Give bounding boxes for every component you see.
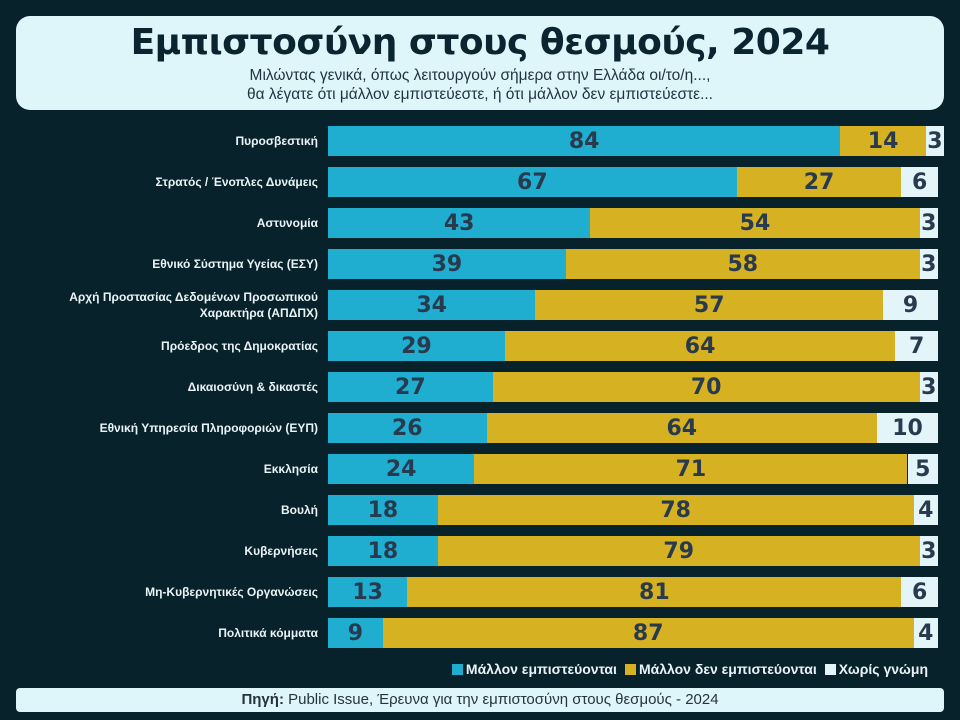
bar-segment-no-opinion: 3 [925, 126, 945, 156]
bar-segment-no-opinion: 3 [919, 249, 938, 279]
bar-segment-distrust: 64 [504, 331, 896, 361]
bar-segment-distrust: 87 [382, 618, 914, 648]
bar-segment-no-opinion: 3 [919, 536, 938, 566]
legend-label-no-opinion: Χωρίς γνώμη [838, 661, 928, 677]
legend: Μάλλον εμπιστεύονται Μάλλον δεν εμπιστεύ… [451, 661, 928, 677]
bar-segment-no-opinion: 4 [913, 495, 938, 525]
legend-swatch-no-opinion [824, 663, 836, 675]
bar-segment-distrust: 27 [736, 167, 902, 197]
category-label: Αρχή Προστασίας Δεδομένων Προσωπικού Χαρ… [69, 290, 318, 320]
category-label: Πρόεδρος της Δημοκρατίας [161, 339, 318, 353]
bar-segment-no-opinion: 6 [901, 167, 938, 197]
bar-segment-trust: 27 [328, 372, 493, 402]
category-label: Δικαιοσύνη & δικαστές [187, 380, 318, 394]
legend-item-distrust: Μάλλον δεν εμπιστεύονται [624, 661, 817, 677]
category-label: Μη-Κυβερνητικές Οργανώσεις [145, 585, 318, 599]
bar-segment-distrust: 70 [492, 372, 920, 402]
bar-segment-trust: 26 [328, 413, 487, 443]
bar-segment-trust: 24 [328, 454, 475, 484]
bar-segment-trust: 18 [328, 495, 438, 525]
bar-segment-no-opinion: 3 [919, 372, 938, 402]
category-label: Πολιτικά κόμματα [218, 626, 318, 640]
category-label: Εκκλησία [263, 462, 318, 476]
bar-segment-distrust: 79 [437, 536, 920, 566]
category-label: Αστυνομία [256, 216, 318, 230]
category-label: Βουλή [281, 503, 318, 517]
bar-segment-trust: 9 [328, 618, 383, 648]
bar-segment-no-opinion: 5 [907, 454, 938, 484]
category-label: Πυροσβεστική [235, 134, 318, 148]
bar-segment-trust: 39 [328, 249, 566, 279]
legend-item-no-opinion: Χωρίς γνώμη [824, 661, 928, 677]
category-label: Στρατός / Ένοπλες Δυνάμεις [155, 175, 319, 189]
bar-segment-distrust: 71 [474, 454, 908, 484]
legend-item-trust: Μάλλον εμπιστεύονται [451, 661, 617, 677]
bar-segment-distrust: 81 [407, 577, 902, 607]
category-label: Εθνική Υπηρεσία Πληροφοριών (ΕΥΠ) [99, 421, 318, 435]
bar-segment-trust: 13 [328, 577, 408, 607]
bar-segment-distrust: 78 [437, 495, 914, 525]
bar-segment-distrust: 54 [590, 208, 920, 238]
bar-segment-trust: 18 [328, 536, 438, 566]
category-label: Εθνικό Σύστημα Υγείας (ΕΣΥ) [152, 257, 318, 271]
bar-segment-distrust: 58 [565, 249, 920, 279]
source-footer: Πηγή: Public Issue, Έρευνα για την εμπισ… [16, 688, 944, 712]
bar-segment-distrust: 14 [840, 126, 926, 156]
bar-segment-trust: 43 [328, 208, 591, 238]
bar-segment-no-opinion: 7 [895, 331, 938, 361]
bar-segment-no-opinion: 10 [877, 413, 938, 443]
legend-swatch-distrust [624, 663, 636, 675]
bar-segment-no-opinion: 3 [919, 208, 938, 238]
source-label: Πηγή: [241, 691, 284, 708]
bar-segment-no-opinion: 6 [901, 577, 938, 607]
legend-label-trust: Μάλλον εμπιστεύονται [465, 661, 617, 677]
bar-segment-distrust: 57 [535, 290, 884, 320]
bar-segment-trust: 29 [328, 331, 505, 361]
bar-segment-trust: 34 [328, 290, 536, 320]
chart-subtitle-line-2: θα λέγατε ότι μάλλον εμπιστεύεστε, ή ότι… [247, 86, 713, 103]
bar-segment-no-opinion: 9 [883, 290, 938, 320]
bar-segment-trust: 84 [328, 126, 841, 156]
category-label: Κυβερνήσεις [244, 544, 318, 558]
source-text: Public Issue, Έρευνα για την εμπιστοσύνη… [283, 691, 719, 708]
bar-segment-trust: 67 [328, 167, 737, 197]
chart-subtitle-line-1: Μιλώντας γενικά, όπως λειτουργούν σήμερα… [249, 67, 711, 84]
bar-segment-distrust: 64 [486, 413, 877, 443]
legend-swatch-trust [451, 663, 463, 675]
bar-segment-no-opinion: 4 [913, 618, 938, 648]
legend-label-distrust: Μάλλον δεν εμπιστεύονται [638, 661, 817, 677]
chart-title: Εμπιστοσύνη στους θεσμούς, 2024 [130, 22, 830, 63]
title-panel: Εμπιστοσύνη στους θεσμούς, 2024 Μιλώντας… [16, 16, 944, 110]
